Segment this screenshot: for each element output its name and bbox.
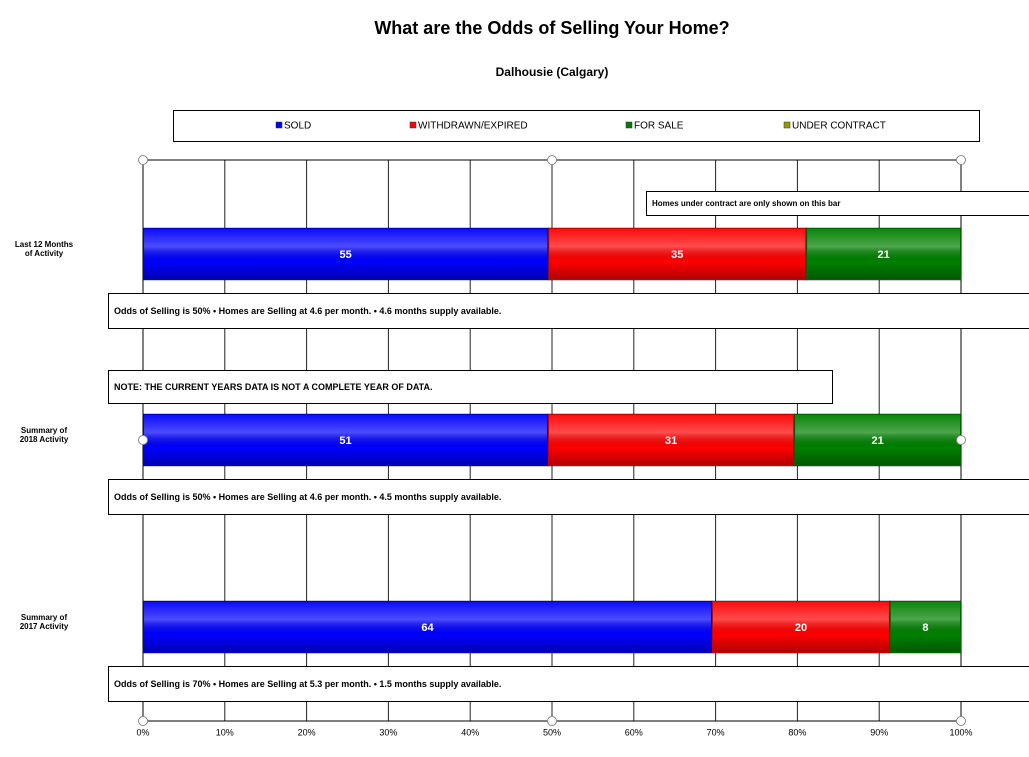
bar-shine (549, 229, 806, 279)
bar-shine (144, 415, 548, 465)
x-tick-label: 10% (216, 727, 234, 737)
bar-note-box (108, 293, 1029, 329)
chart-subtitle: Dalhousie (Calgary) (496, 65, 609, 79)
x-tick-label: 0% (136, 727, 149, 737)
chart-title: What are the Odds of Selling Your Home? (374, 18, 729, 38)
bar-value-label: 8 (922, 622, 928, 634)
x-tick-label: 50% (543, 727, 561, 737)
bar-note: Odds of Selling is 50% • Homes are Selli… (114, 306, 501, 316)
legend-label: FOR SALE (634, 121, 684, 132)
category-label: Summary of 2018 Activity (19, 426, 69, 444)
bar-shine (795, 415, 960, 465)
x-tick-label: 40% (461, 727, 479, 737)
legend-swatch (625, 121, 633, 129)
bar-value-label: 51 (339, 435, 351, 447)
annotation-box (646, 191, 1029, 216)
x-tick-label: 20% (298, 727, 316, 737)
legend-label: WITHDRAWN/EXPIRED (418, 121, 528, 132)
bar-note-box (108, 479, 1029, 515)
bar-value-label: 21 (871, 435, 883, 447)
handle (138, 716, 148, 726)
x-tick-label: 60% (625, 727, 643, 737)
bar-shine (549, 415, 794, 465)
bar-shine (144, 229, 548, 279)
handle (547, 155, 557, 165)
bar-value-label: 64 (421, 622, 434, 634)
handle (956, 155, 966, 165)
bar-note-box (108, 666, 1029, 702)
handle (138, 155, 148, 165)
bar-shine (807, 229, 960, 279)
category-label: Last 12 Months of Activity (14, 240, 74, 258)
legend-label: SOLD (284, 121, 311, 132)
category-label: Summary of 2017 Activity (19, 613, 69, 631)
annotation: Homes under contract are only shown on t… (652, 199, 840, 208)
x-tick-label: 90% (870, 727, 888, 737)
x-tick-label: 100% (949, 727, 972, 737)
bar-note: Odds of Selling is 70% • Homes are Selli… (114, 679, 501, 689)
legend-swatch (409, 121, 417, 129)
legend-swatch (275, 121, 283, 129)
x-tick-label: 80% (788, 727, 806, 737)
x-tick-label: 30% (379, 727, 397, 737)
bar-value-label: 31 (665, 435, 677, 447)
bar-note: Odds of Selling is 50% • Homes are Selli… (114, 492, 501, 502)
x-tick-label: 70% (707, 727, 725, 737)
bar-value-label: 20 (795, 622, 807, 634)
handle (138, 435, 148, 445)
annotation-box (108, 370, 833, 404)
bar-value-label: 21 (877, 249, 889, 261)
bar-value-label: 55 (340, 249, 352, 261)
annotation: NOTE: THE CURRENT YEARS DATA IS NOT A CO… (114, 382, 433, 392)
legend-label: UNDER CONTRACT (792, 121, 886, 132)
legend-swatch (783, 121, 791, 129)
bar-shine (713, 602, 889, 652)
bar-shine (890, 602, 960, 652)
bar-value-label: 35 (671, 249, 683, 261)
legend-box (173, 110, 980, 142)
handle (547, 716, 557, 726)
handle (956, 435, 966, 445)
handle (956, 716, 966, 726)
bar-shine (144, 602, 712, 652)
